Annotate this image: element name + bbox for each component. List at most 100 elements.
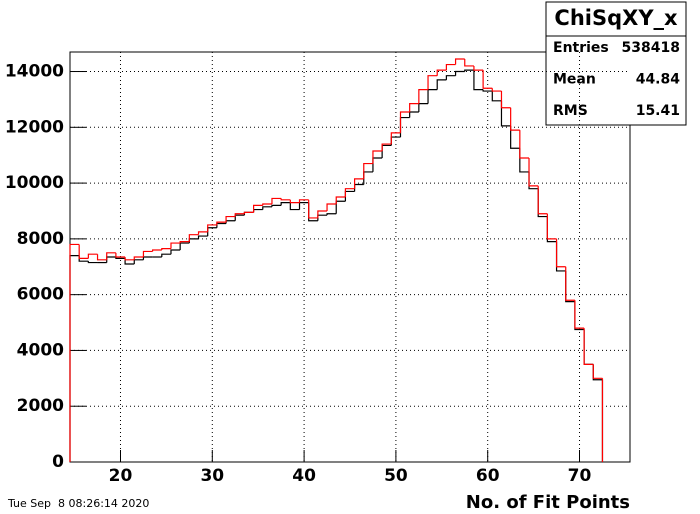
histogram-bin bbox=[363, 171, 373, 185]
histogram-bin bbox=[500, 91, 511, 109]
histogram-bin bbox=[87, 261, 98, 264]
histogram-bin bbox=[592, 364, 603, 381]
y-tick-label: 10000 bbox=[5, 173, 64, 193]
histogram-bin bbox=[262, 206, 272, 210]
histogram-bin bbox=[409, 111, 419, 118]
stats-box bbox=[545, 1, 687, 126]
histogram-bin bbox=[197, 231, 208, 235]
histogram-bin bbox=[271, 197, 282, 205]
histogram-bin bbox=[482, 70, 493, 89]
histogram-bin bbox=[234, 213, 245, 217]
histogram-bin bbox=[473, 65, 484, 71]
histogram-bin bbox=[308, 199, 318, 219]
histogram-bin bbox=[399, 111, 410, 133]
histogram-bin bbox=[78, 244, 89, 259]
histogram-bin bbox=[473, 70, 484, 91]
x-tick-label: 70 bbox=[568, 466, 592, 486]
histogram-bin bbox=[262, 203, 272, 206]
histogram-bin bbox=[188, 238, 199, 244]
histogram-bin bbox=[124, 257, 135, 261]
histogram-bin bbox=[161, 253, 171, 257]
histogram-bin bbox=[317, 214, 328, 221]
histogram-bin bbox=[335, 200, 346, 214]
histogram-bin bbox=[253, 208, 263, 213]
histogram-bin bbox=[445, 63, 456, 71]
histogram-bin bbox=[546, 213, 557, 240]
histogram-bin bbox=[500, 100, 511, 127]
histogram-bin bbox=[280, 198, 291, 201]
histogram-bin bbox=[170, 242, 181, 249]
histogram-bin bbox=[96, 254, 107, 261]
histogram-bin bbox=[225, 220, 236, 224]
histogram-bin bbox=[427, 89, 438, 104]
y-tick-label: 2000 bbox=[17, 396, 64, 416]
histogram-bin bbox=[289, 199, 300, 204]
histogram-bin bbox=[454, 70, 465, 76]
histogram-bin bbox=[574, 301, 585, 331]
histogram-bin bbox=[363, 162, 373, 179]
histogram-bin bbox=[537, 188, 548, 218]
stats-label: Mean bbox=[553, 72, 596, 88]
histogram-bin bbox=[436, 69, 447, 76]
stats-value: 538418 bbox=[622, 40, 680, 56]
x-axis-label: No. of Fit Points bbox=[466, 492, 630, 513]
histogram-bin bbox=[427, 75, 438, 90]
histogram-bin bbox=[197, 235, 208, 239]
histogram-bin bbox=[271, 204, 282, 207]
x-tick-label: 20 bbox=[109, 466, 133, 486]
histogram-bin bbox=[115, 252, 126, 258]
histogram-bin bbox=[454, 58, 465, 65]
y-tick-label: 0 bbox=[52, 452, 64, 472]
histogram-bin bbox=[519, 130, 530, 159]
histogram-bin bbox=[179, 242, 190, 251]
histogram-bin bbox=[372, 157, 383, 172]
histogram-bin bbox=[69, 255, 80, 462]
stats-value: 44.84 bbox=[636, 72, 681, 88]
histogram-bin bbox=[142, 250, 153, 257]
histogram-bin bbox=[289, 202, 300, 211]
histogram-bin bbox=[317, 210, 328, 218]
histogram-bin bbox=[592, 364, 603, 379]
histogram-bin bbox=[216, 221, 227, 225]
footer-date: Tue Sep 8 08:26:14 2020 bbox=[7, 497, 149, 510]
histogram-bin bbox=[280, 202, 291, 206]
stats-title: ChiSqXY_x bbox=[554, 6, 678, 30]
histogram-bin bbox=[482, 89, 493, 92]
histogram-bin bbox=[216, 222, 227, 228]
histogram-bin bbox=[528, 157, 539, 187]
y-tick-label: 14000 bbox=[5, 62, 64, 82]
histogram-bin bbox=[353, 178, 364, 189]
histogram-bin bbox=[298, 199, 309, 203]
histogram-bin bbox=[234, 214, 245, 221]
histogram-bin bbox=[583, 329, 594, 365]
histogram-bin bbox=[106, 252, 116, 260]
histogram-bin bbox=[565, 266, 575, 301]
y-tick-label: 8000 bbox=[17, 229, 64, 249]
histogram-bin bbox=[519, 148, 530, 173]
histogram-bin bbox=[436, 79, 447, 90]
y-tick-label: 6000 bbox=[17, 285, 64, 305]
histogram-bin bbox=[418, 102, 429, 112]
histogram-bin bbox=[537, 185, 548, 215]
x-tick-label: 30 bbox=[200, 466, 224, 486]
histogram-bin bbox=[510, 125, 520, 149]
histogram-bin bbox=[418, 89, 429, 104]
histogram-bin bbox=[464, 69, 474, 72]
histogram-bin bbox=[133, 259, 144, 264]
histogram-bin bbox=[510, 107, 520, 131]
histogram-bin bbox=[574, 300, 585, 329]
histogram-bin bbox=[546, 216, 557, 243]
histogram-bin bbox=[390, 132, 401, 145]
histogram-bin bbox=[335, 196, 346, 205]
histogram-bin bbox=[87, 253, 98, 259]
histogram-bin bbox=[253, 204, 263, 213]
histogram-bin bbox=[152, 249, 162, 252]
histogram-bin bbox=[372, 150, 383, 164]
histogram-bin bbox=[353, 183, 364, 192]
histogram-bin bbox=[381, 143, 392, 152]
x-tick-label: 40 bbox=[292, 466, 316, 486]
histogram-bin bbox=[491, 91, 502, 102]
histogram-bin bbox=[326, 213, 337, 216]
histogram-bin bbox=[133, 256, 144, 260]
